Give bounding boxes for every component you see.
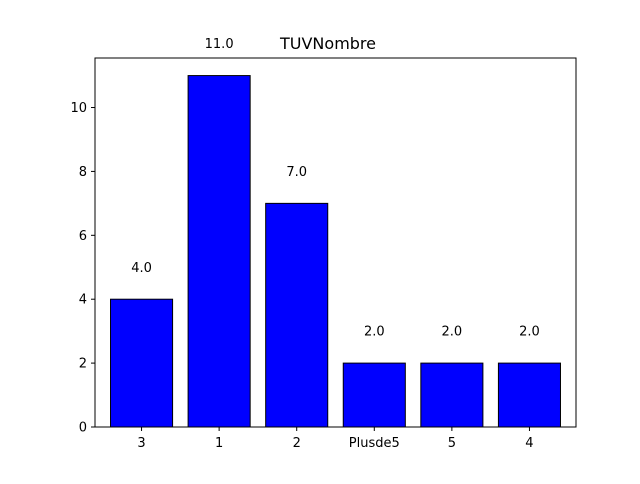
- x-tick-label: 4: [525, 436, 533, 451]
- y-axis-ticks: 0 2 4 6 8 10: [70, 101, 95, 436]
- bar: [265, 202, 329, 428]
- bar-value-label: 2.0: [519, 325, 540, 340]
- bar-value-label: 11.0: [205, 37, 234, 52]
- bar: [497, 362, 561, 428]
- bar: [110, 298, 174, 428]
- x-tick-label: Plusde5: [349, 436, 400, 451]
- y-tick-label: 2: [79, 357, 87, 372]
- y-tick-label: 10: [70, 101, 87, 116]
- bar-value-label: 2.0: [364, 325, 385, 340]
- x-tick-label: 1: [215, 436, 223, 451]
- bar-value-label: 7.0: [286, 165, 307, 180]
- y-tick-label: 6: [79, 229, 87, 244]
- bar: [420, 362, 484, 428]
- plot-area-frame: [94, 57, 577, 428]
- bar: [187, 75, 251, 428]
- bar-value-label: 2.0: [442, 325, 463, 340]
- bar: [342, 362, 406, 428]
- x-axis-ticks: 3 1 2 Plusde5 5 4: [137, 427, 534, 451]
- y-tick-label: 4: [79, 293, 87, 308]
- x-tick-label: 3: [137, 436, 145, 451]
- x-tick-label: 2: [293, 436, 301, 451]
- bar-value-label: 4.0: [131, 261, 152, 276]
- bars: [110, 75, 561, 428]
- y-tick-label: 0: [79, 421, 87, 436]
- bar-value-labels: 4.0 11.0 7.0 2.0 2.0 2.0: [131, 37, 540, 340]
- chart-title: TUVNombre: [279, 34, 376, 53]
- x-tick-label: 5: [448, 436, 456, 451]
- y-tick-label: 8: [79, 165, 87, 180]
